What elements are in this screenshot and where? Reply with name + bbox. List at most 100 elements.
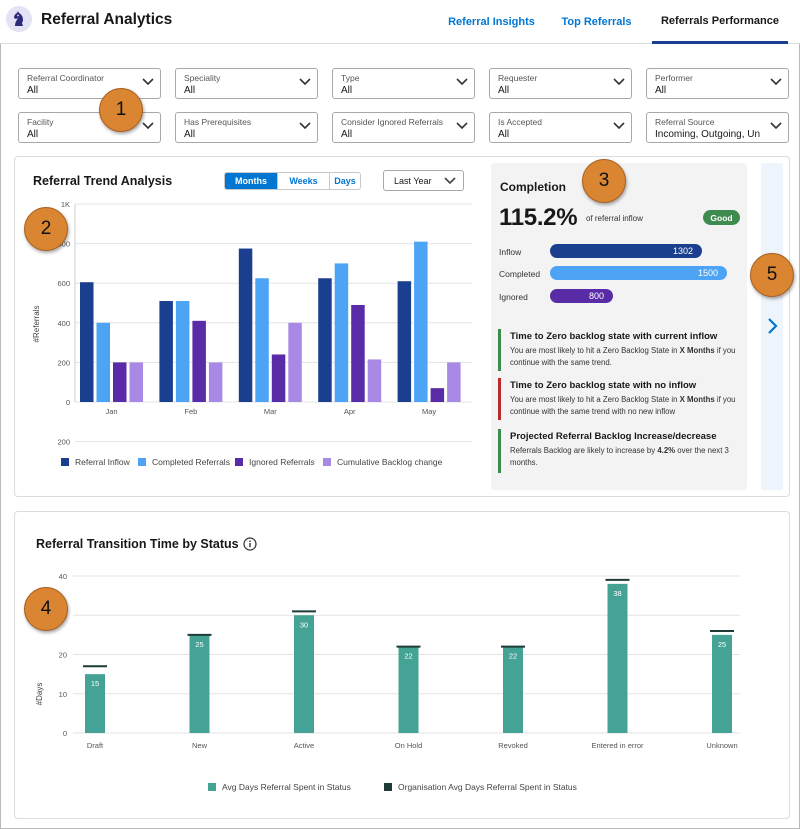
filter-label: Consider Ignored Referrals [341, 117, 444, 127]
inflow-bar: 1302 [550, 244, 702, 258]
bar-avg-days[interactable] [189, 634, 210, 733]
completion-panel: Completion 115.2% of referral inflow Goo… [491, 163, 747, 490]
filter-value: All [27, 85, 39, 96]
next-panel-button[interactable] [761, 163, 783, 490]
tab-top-referrals[interactable]: Top Referrals [561, 16, 632, 28]
y-tick-label: 40 [59, 572, 67, 581]
data-label: 15 [91, 679, 99, 688]
filter-label: Speciality [184, 73, 221, 83]
bar-completed-referrals[interactable] [175, 301, 190, 402]
filter-label: Referral Source [655, 117, 715, 127]
tab-referral-insights[interactable]: Referral Insights [448, 16, 535, 28]
chevron-down-icon [770, 122, 782, 130]
legend-swatch [208, 783, 216, 791]
app-title: Referral Analytics [41, 11, 173, 28]
filter-value: All [341, 85, 353, 96]
completion-title: Completion [500, 180, 566, 194]
y-tick-label: 20 [59, 651, 67, 660]
ignored-bar: 800 [550, 289, 613, 303]
insight-text: You are most likely to hit a Zero Backlo… [510, 395, 736, 416]
period-weeks-button[interactable]: Weeks [277, 173, 329, 189]
filter-value: All [341, 129, 353, 140]
bar-referral-inflow[interactable] [318, 278, 332, 402]
bar-referral-inflow[interactable] [238, 248, 253, 402]
bar-cumulative-backlog-change[interactable] [447, 362, 461, 402]
legend-label: Organisation Avg Days Referral Spent in … [398, 782, 577, 792]
legend-swatch [384, 783, 392, 791]
referral-trend-chart: #Referrals 1K 800 600 400 200 0 200 Jan Feb Mar Apr… [32, 200, 472, 467]
period-days-button[interactable]: Days [329, 173, 360, 189]
y-axis-label: #Referrals [32, 306, 41, 343]
range-select-value: Last Year [394, 176, 432, 186]
bar-completed-referrals[interactable] [255, 278, 269, 402]
transition-title: Referral Transition Time by Status [36, 537, 239, 551]
filter-referral-coordinator[interactable]: Referral Coordinator All [18, 68, 161, 99]
bar-avg-days[interactable] [607, 583, 628, 733]
filter-speciality[interactable]: Speciality All [175, 68, 318, 99]
bar-cumulative-backlog-change[interactable] [208, 362, 223, 402]
x-tick-label: Draft [87, 741, 104, 750]
bar-cumulative-backlog-change[interactable] [288, 322, 302, 402]
legend-swatch [235, 458, 243, 466]
bar-avg-days[interactable] [712, 634, 732, 733]
bar-ignored-referrals[interactable] [430, 388, 445, 402]
bar-cumulative-backlog-change[interactable] [367, 359, 382, 402]
legend-label: Ignored Referrals [249, 457, 315, 467]
info-icon[interactable] [243, 537, 257, 551]
bar-completed-referrals[interactable] [414, 241, 428, 402]
legend-label: Cumulative Backlog change [337, 457, 443, 467]
x-tick-label: Active [294, 741, 314, 750]
bar-ignored-referrals[interactable] [192, 320, 206, 402]
tab-referrals-performance[interactable]: Referrals Performance [652, 0, 788, 44]
chevron-down-icon [299, 78, 311, 86]
insight-text: Referrals Backlog are likely to increase… [510, 446, 729, 467]
filter-value: All [184, 129, 196, 140]
bar-referral-inflow[interactable] [80, 282, 94, 402]
x-tick-label: Jan [105, 407, 117, 416]
range-select[interactable]: Last Year [383, 170, 464, 191]
y-tick-label: 600 [57, 279, 70, 288]
legend-swatch [61, 458, 69, 466]
bar-avg-days[interactable] [85, 674, 105, 733]
bar-referral-inflow[interactable] [159, 301, 173, 402]
y-axis-label: #Days [35, 683, 44, 706]
filter-label: Requester [498, 73, 538, 83]
bar-avg-days[interactable] [503, 646, 523, 733]
filter-type[interactable]: Type All [332, 68, 475, 99]
chevron-down-icon [142, 122, 154, 130]
filter-consider-ignored-referrals[interactable]: Consider Ignored Referrals All [332, 112, 475, 143]
filter-performer[interactable]: Performer All [646, 68, 789, 99]
x-tick-label: New [192, 741, 208, 750]
app-header: Referral Analytics Referral Insights Top… [0, 0, 800, 44]
filter-has-prerequisites[interactable]: Has Prerequisites All [175, 112, 318, 143]
y-tick-label: 200 [57, 438, 70, 447]
y-tick-label: 1K [61, 200, 70, 209]
bar-completed-referrals[interactable] [96, 322, 111, 402]
filter-is-accepted[interactable]: Is Accepted All [489, 112, 632, 143]
bar-cumulative-backlog-change[interactable] [129, 362, 144, 402]
x-tick-label: Mar [264, 407, 277, 416]
completed-bar: 1500 [550, 266, 727, 280]
callout-marker: 4 [24, 587, 68, 631]
bar-referral-inflow[interactable] [397, 281, 412, 402]
filter-requester[interactable]: Requester All [489, 68, 632, 99]
insight-title: Time to Zero backlog state with no inflo… [510, 380, 697, 391]
bar-ignored-referrals[interactable] [113, 362, 127, 402]
data-label: 25 [718, 640, 726, 649]
filter-referral-source[interactable]: Referral Source Incoming, Outgoing, Un [646, 112, 789, 143]
y-tick-label: 0 [66, 398, 70, 407]
status-badge: Good [703, 210, 740, 225]
period-months-button[interactable]: Months [225, 173, 277, 189]
legend-swatch [138, 458, 146, 466]
completion-percent: 115.2% [499, 204, 578, 231]
bar-ignored-referrals[interactable] [351, 304, 365, 402]
bar-ignored-referrals[interactable] [271, 354, 286, 402]
bar-completed-referrals[interactable] [334, 263, 349, 402]
callout-marker: 5 [750, 253, 794, 297]
chevron-down-icon [456, 122, 468, 130]
bar-avg-days[interactable] [294, 615, 314, 733]
filter-value: All [498, 85, 510, 96]
bar-avg-days[interactable] [398, 646, 419, 733]
trend-title: Referral Trend Analysis [33, 174, 173, 188]
x-tick-label: On Hold [395, 741, 423, 750]
